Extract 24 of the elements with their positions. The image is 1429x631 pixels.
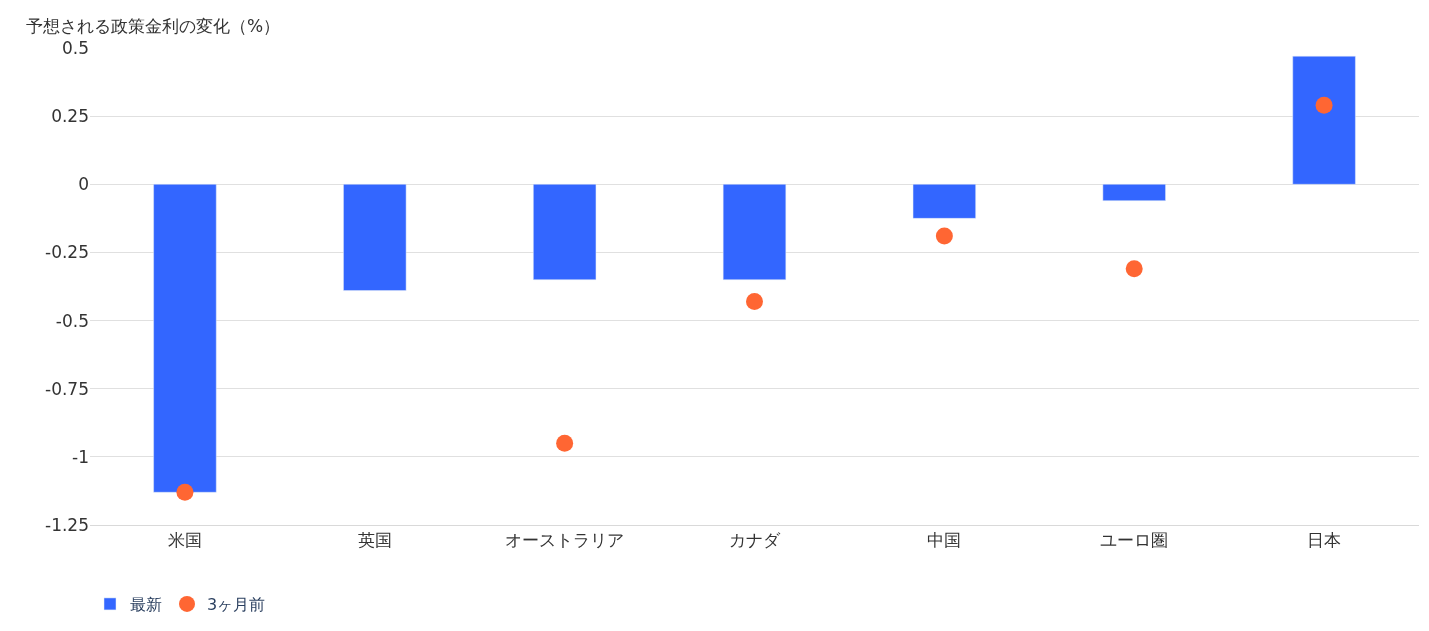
point xyxy=(1125,260,1143,278)
x-tick-label: カナダ xyxy=(729,530,781,551)
y-tick-label: 0 xyxy=(78,174,89,195)
y-tick-label: 0.5 xyxy=(61,37,89,58)
legend-label: 最新 xyxy=(130,595,162,615)
y-tick-label: -1.25 xyxy=(45,514,89,535)
point xyxy=(176,483,194,501)
y-tick-label: -0.75 xyxy=(45,378,89,399)
legend-label: 3ヶ月前 xyxy=(207,595,266,615)
y-tick-label: 0.25 xyxy=(51,106,89,127)
point xyxy=(1315,96,1333,114)
point xyxy=(746,292,763,310)
point xyxy=(556,434,574,452)
y-tick-label: -0.25 xyxy=(45,242,89,263)
x-tick-label: 英国 xyxy=(357,530,392,551)
x-tick-label: オーストラリア xyxy=(505,530,625,551)
x-tick-label: 日本 xyxy=(1307,530,1342,551)
x-tick-label: ユーロ圏 xyxy=(1100,530,1169,551)
x-tick-label: 米国 xyxy=(167,530,202,551)
y-tick-label: -1 xyxy=(72,446,89,467)
y-axis-title: 予想される政策金利の変化（%） xyxy=(26,16,281,36)
x-tick-label: 中国 xyxy=(927,530,962,551)
y-tick-label: -0.5 xyxy=(55,310,89,331)
point xyxy=(935,227,953,245)
